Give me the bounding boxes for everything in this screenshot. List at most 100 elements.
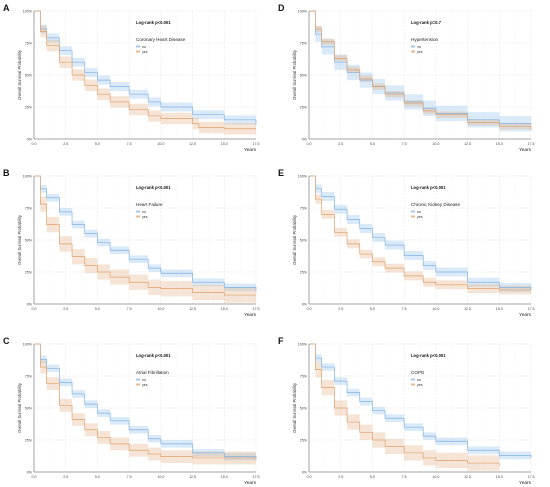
panel-a-x-tick-label: 2.5 [63, 142, 68, 146]
panel-b-series-yes-curve [34, 175, 256, 296]
panel-b: B 0.0 2.5 5.0 7.5 10.0 12.5 15.0 17.5 0% 25% 50% 75%… [3, 168, 260, 318]
panel-f-y-axis-label: Overall Survival Probability [292, 382, 297, 433]
panel-f: F 0.0 2.5 5.0 7.5 10.0 12.5 15.0 17.5 0% 25% 50% 75%… [278, 336, 535, 486]
panel-c-y-tick-label: 75% [25, 374, 33, 378]
panel-e-series-no-curve [309, 175, 532, 290]
panel-b-x-axis-label: Years [244, 312, 257, 318]
panel-d-y-tick-label: 25% [300, 105, 308, 109]
panel-d-x-tick-label: 10.0 [432, 142, 439, 146]
panel-d-legend-label-no: no [417, 45, 421, 49]
panel-d-x-tick-label: 7.5 [402, 142, 407, 146]
panel-f-x-tick-label: 15.0 [496, 475, 503, 479]
panel-f-letter: F [278, 336, 284, 346]
panel-c-legend-title: Atrial Fibrillation [136, 370, 169, 375]
panel-a: A 0.0 2.5 5.0 7.5 10.0 12.5 15.0 17.5 0% 25% 50% 75%… [3, 3, 260, 153]
panel-a-x-tick-label: 15.0 [221, 142, 228, 146]
panel-d-series-no-ci-band [309, 11, 531, 133]
panel-d-y-tick-label: 0% [302, 137, 308, 141]
panel-b-y-tick-label: 0% [27, 302, 33, 306]
panel-e: E 0.0 2.5 5.0 7.5 10.0 12.5 15.0 17.5 0% 25% 50% 75%… [278, 168, 535, 318]
panel-e-x-tick-label: 15.0 [496, 307, 503, 311]
panel-a-legend-label-no: no [142, 45, 146, 49]
panel-e-x-tick-label: 5.0 [370, 307, 375, 311]
panel-e-y-tick-label: 50% [300, 238, 308, 242]
panel-e-series-yes-curve [309, 175, 531, 291]
panel-a-y-tick-label: 0% [27, 137, 33, 141]
panel-b-y-tick-label: 100% [23, 174, 33, 178]
panel-c-x-tick-label: 12.5 [189, 475, 196, 479]
panel-a-x-tick-label: 7.5 [127, 142, 132, 146]
panel-f-x-tick-label: 5.0 [370, 475, 375, 479]
panel-b-letter: B [3, 168, 10, 178]
panel-e-y-tick-label: 75% [300, 206, 308, 210]
panel-b-series-yes-ci-band [34, 176, 256, 303]
panel-f-series-no-curve [309, 343, 532, 458]
panel-a-logrank-annotation: Log-rank p<0.001 [136, 20, 171, 25]
panel-d-x-tick-label: 17.5 [528, 142, 535, 146]
panel-b-legend-title: Heart Failure [136, 202, 163, 207]
panel-f-series-yes-curve [309, 343, 500, 466]
panel-a-x-axis-label: Years [244, 147, 257, 153]
panel-c-x-tick-label: 2.5 [63, 475, 68, 479]
panel-c-y-tick-label: 0% [27, 470, 33, 474]
panel-b-x-tick-label: 17.5 [253, 307, 260, 311]
panel-e-x-tick-label: 2.5 [338, 307, 343, 311]
panel-c-y-tick-label: 100% [23, 342, 33, 346]
panel-c-x-tick-label: 5.0 [95, 475, 100, 479]
panel-b-legend-label-yes: yes [142, 215, 148, 219]
panel-f-y-tick-label: 25% [300, 438, 308, 442]
panel-d-series-yes-curve [309, 10, 532, 131]
panel-e-y-axis-label: Overall Survival Probability [292, 214, 297, 265]
panel-e-legend-label-no: no [417, 210, 421, 214]
panel-f-logrank-annotation: Log-rank p<0.001 [411, 353, 446, 358]
panel-b-y-tick-label: 75% [25, 206, 33, 210]
panel-c-series-yes-curve [34, 343, 257, 460]
panel-e-y-tick-label: 25% [300, 270, 308, 274]
panel-b-x-tick-label: 12.5 [189, 307, 196, 311]
panel-a-x-tick-label: 5.0 [95, 142, 100, 146]
panel-f-x-tick-label: 0.0 [307, 475, 312, 479]
panel-a-x-tick-label: 0.0 [32, 142, 37, 146]
panel-d-legend-title: Hypertension [411, 37, 439, 42]
panel-d-x-tick-label: 12.5 [464, 142, 471, 146]
panel-e-x-tick-label: 0.0 [307, 307, 312, 311]
panel-d-x-tick-label: 5.0 [370, 142, 375, 146]
panel-c-legend-label-yes: yes [142, 383, 148, 387]
panel-b-x-tick-label: 5.0 [95, 307, 100, 311]
panel-d-y-tick-label: 50% [300, 73, 308, 77]
panel-d-x-tick-label: 0.0 [307, 142, 312, 146]
panel-e-x-tick-label: 10.0 [432, 307, 439, 311]
panel-d: D 0.0 2.5 5.0 7.5 10.0 12.5 15.0 17.5 0% 25% 50% 75%… [278, 3, 535, 153]
panel-b-x-tick-label: 7.5 [127, 307, 132, 311]
panel-b-series-no-curve [34, 175, 257, 292]
panel-f-y-tick-label: 75% [300, 374, 308, 378]
panel-d-y-axis-label: Overall Survival Probability [292, 49, 297, 100]
panel-b-x-tick-label: 10.0 [157, 307, 164, 311]
panel-d-x-tick-label: 2.5 [338, 142, 343, 146]
panel-a-y-tick-label: 25% [25, 105, 33, 109]
panel-f-legend-label-no: no [417, 378, 421, 382]
panel-a-grid [33, 10, 257, 140]
panel-f-legend-label-yes: yes [417, 383, 423, 387]
panel-b-y-tick-label: 50% [25, 238, 33, 242]
panel-f-x-tick-label: 10.0 [432, 475, 439, 479]
panel-b-x-tick-label: 2.5 [63, 307, 68, 311]
panel-b-y-tick-label: 25% [25, 270, 33, 274]
panel-d-letter: D [278, 3, 285, 13]
panel-a-y-tick-label: 75% [25, 41, 33, 45]
panel-c-x-tick-label: 15.0 [221, 475, 228, 479]
panel-f-x-tick-label: 2.5 [338, 475, 343, 479]
panel-a-y-tick-label: 50% [25, 73, 33, 77]
panel-d-y-tick-label: 100% [298, 9, 308, 13]
panel-a-series-no-ci-band [34, 11, 256, 130]
panel-c-series-no-curve [34, 343, 257, 460]
panel-c-series-yes-ci-band [34, 344, 256, 466]
panel-e-x-tick-label: 7.5 [402, 307, 407, 311]
panel-e-y-tick-label: 0% [302, 302, 308, 306]
panel-c: C 0.0 2.5 5.0 7.5 10.0 12.5 15.0 17.5 0% 25% 50% 75%… [3, 336, 260, 486]
